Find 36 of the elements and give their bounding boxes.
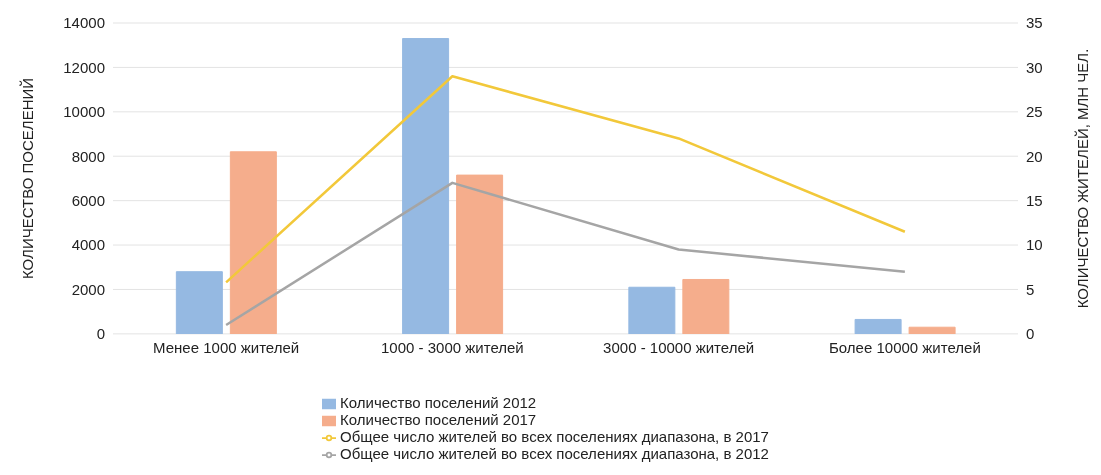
y2-tick-label: 25: [1026, 103, 1043, 121]
legend-label: Общее число жителей во всех поселениях диапазона, в 2012: [340, 444, 769, 462]
bar: [402, 38, 450, 334]
y2-axis-title: КОЛИЧЕСТВО ЖИТЕЛЕЙ, МЛН ЧЕЛ.: [1074, 48, 1092, 309]
y-tick-label: 8000: [71, 147, 105, 165]
legend-label: Количество поселений 2017: [340, 410, 537, 428]
y-tick-label: 2000: [71, 280, 105, 298]
bar: [229, 151, 277, 334]
y-axis-title: КОЛИЧЕСТВО ПОСЕЛЕНИЙ: [19, 77, 37, 279]
y2-tick-label: 15: [1026, 191, 1043, 209]
x-tick-label: Менее 1000 жителей: [153, 338, 300, 356]
line-series: [224, 181, 907, 327]
bar: [456, 174, 504, 334]
y2-tick-label: 0: [1026, 325, 1035, 343]
y2-tick-label: 5: [1026, 280, 1035, 298]
x-tick-label: 1000 - 3000 жителей: [381, 338, 524, 356]
y-tick-label: 0: [96, 325, 105, 343]
bar: [628, 286, 676, 334]
y2-tick-label: 20: [1026, 147, 1043, 165]
bar: [682, 278, 730, 334]
y-tick-label: 12000: [63, 58, 105, 76]
bar: [175, 271, 223, 334]
y-tick-label: 4000: [71, 236, 105, 254]
y2-tick-label: 30: [1026, 58, 1043, 76]
x-tick-label: 3000 - 10000 жителей: [603, 338, 755, 356]
y-tick-label: 6000: [71, 191, 105, 209]
bar: [908, 326, 956, 334]
y-tick-label: 10000: [63, 103, 105, 121]
y2-tick-label: 35: [1026, 14, 1043, 32]
x-tick-label: Более 10000 жителей: [828, 338, 981, 356]
bar: [854, 318, 902, 334]
line-series: [224, 75, 907, 284]
legend-label: Общее число жителей во всех поселениях диапазона, в 2017: [340, 427, 769, 445]
legend-label: Количество поселений 2012: [340, 393, 537, 411]
y2-tick-label: 10: [1026, 236, 1043, 254]
y-tick-label: 14000: [63, 14, 105, 32]
